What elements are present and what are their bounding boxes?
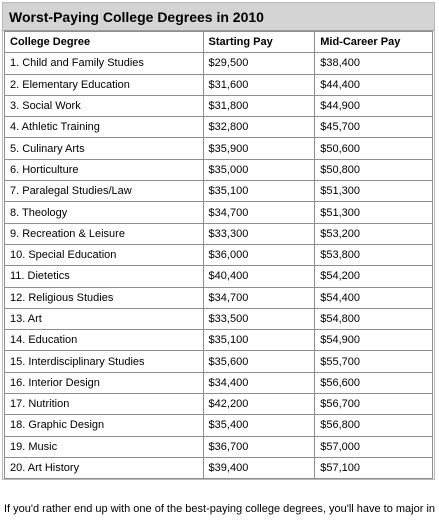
table-row: 17. Nutrition $42,200 $56,700 (4, 393, 433, 416)
degree-cell: 17. Nutrition (4, 393, 204, 416)
degree-cell: 7. Paralegal Studies/Law (4, 180, 204, 203)
table-row: 1. Child and Family Studies $29,500 $38,40… (4, 52, 433, 75)
table-row: 10. Special Education $36,000 $53,800 (4, 243, 433, 267)
mid-career-pay-cell: $45,700 (314, 116, 433, 139)
mid-career-pay-cell: $51,300 (314, 180, 433, 203)
mid-career-pay-cell: $44,400 (314, 73, 433, 96)
table-row: 4. Athletic Training $32,800 $45,700 (4, 116, 433, 139)
header-mid-career-pay: Mid-Career Pay (314, 30, 433, 54)
table-row: 14. Education $35,100 $54,900 (4, 329, 433, 352)
table-row: 13. Art $33,500 $54,800 (4, 307, 433, 331)
mid-career-pay-cell: $38,400 (314, 52, 433, 75)
starting-pay-cell: $34,400 (202, 371, 316, 395)
mid-career-pay-cell: $56,800 (314, 414, 433, 437)
table-body: 1. Child and Family Studies $29,500 $38,40… (4, 52, 433, 480)
degree-cell: 16. Interior Design (4, 371, 204, 395)
degree-cell: 1. Child and Family Studies (4, 52, 204, 75)
table-row: 3. Social Work $31,800 $44,900 (4, 94, 433, 118)
header-starting-pay: Starting Pay (202, 30, 316, 54)
starting-pay-cell: $33,500 (202, 307, 316, 331)
header-college-degree: College Degree (4, 30, 204, 54)
table-row: 2. Elementary Education $31,600 $44,400 (4, 73, 433, 96)
degree-cell: 18. Graphic Design (4, 414, 204, 437)
table-row: 12. Religious Studies $34,700 $54,400 (4, 286, 433, 309)
table-title: Worst-Paying College Degrees in 2010 (3, 3, 434, 31)
mid-career-pay-cell: $54,800 (314, 307, 433, 331)
mid-career-pay-cell: $54,200 (314, 265, 433, 288)
salary-table-panel: Worst-Paying College Degrees in 2010 Col… (2, 2, 435, 480)
mid-career-pay-cell: $53,800 (314, 243, 433, 267)
degree-cell: 2. Elementary Education (4, 73, 204, 96)
starting-pay-cell: $40,400 (202, 265, 316, 288)
table-row: 20. Art History $39,400 $57,100 (4, 456, 433, 480)
starting-pay-cell: $29,500 (202, 52, 316, 75)
table-row: 18. Graphic Design $35,400 $56,800 (4, 414, 433, 437)
table-row: 11. Dietetics $40,400 $54,200 (4, 265, 433, 288)
degree-cell: 19. Music (4, 435, 204, 458)
salary-table: College Degree Starting Pay Mid-Career P… (4, 30, 433, 480)
starting-pay-cell: $31,800 (202, 94, 316, 118)
starting-pay-cell: $35,600 (202, 350, 316, 373)
starting-pay-cell: $35,900 (202, 137, 316, 160)
degree-cell: 11. Dietetics (4, 265, 204, 288)
degree-cell: 3. Social Work (4, 94, 204, 118)
degree-cell: 5. Culinary Arts (4, 137, 204, 160)
table-header-row: College Degree Starting Pay Mid-Career P… (4, 30, 433, 54)
mid-career-pay-cell: $51,300 (314, 201, 433, 224)
table-row: 5. Culinary Arts $35,900 $50,600 (4, 137, 433, 160)
table-row: 9. Recreation & Leisure $33,300 $53,200 (4, 222, 433, 245)
starting-pay-cell: $35,100 (202, 329, 316, 352)
degree-cell: 14. Education (4, 329, 204, 352)
starting-pay-cell: $35,400 (202, 414, 316, 437)
table-row: 15. Interdisciplinary Studies $35,600 $55,… (4, 350, 433, 373)
starting-pay-cell: $32,800 (202, 116, 316, 139)
degree-cell: 10. Special Education (4, 243, 204, 267)
degree-cell: 13. Art (4, 307, 204, 331)
mid-career-pay-cell: $50,600 (314, 137, 433, 160)
degree-cell: 8. Theology (4, 201, 204, 224)
starting-pay-cell: $39,400 (202, 456, 316, 480)
starting-pay-cell: $36,000 (202, 243, 316, 267)
mid-career-pay-cell: $57,000 (314, 435, 433, 458)
degree-cell: 20. Art History (4, 456, 204, 480)
degree-cell: 9. Recreation & Leisure (4, 222, 204, 245)
mid-career-pay-cell: $54,400 (314, 286, 433, 309)
degree-cell: 12. Religious Studies (4, 286, 204, 309)
starting-pay-cell: $34,700 (202, 201, 316, 224)
mid-career-pay-cell: $50,800 (314, 158, 433, 182)
table-row: 8. Theology $34,700 $51,300 (4, 201, 433, 224)
mid-career-pay-cell: $55,700 (314, 350, 433, 373)
starting-pay-cell: $33,300 (202, 222, 316, 245)
mid-career-pay-cell: $56,700 (314, 393, 433, 416)
table-row: 7. Paralegal Studies/Law $35,100 $51,300 (4, 180, 433, 203)
starting-pay-cell: $36,700 (202, 435, 316, 458)
degree-cell: 4. Athletic Training (4, 116, 204, 139)
starting-pay-cell: $35,100 (202, 180, 316, 203)
table-row: 19. Music $36,700 $57,000 (4, 435, 433, 458)
starting-pay-cell: $42,200 (202, 393, 316, 416)
mid-career-pay-cell: $54,900 (314, 329, 433, 352)
starting-pay-cell: $35,000 (202, 158, 316, 182)
mid-career-pay-cell: $57,100 (314, 456, 433, 480)
starting-pay-cell: $34,700 (202, 286, 316, 309)
degree-cell: 6. Horticulture (4, 158, 204, 182)
table-row: 6. Horticulture $35,000 $50,800 (4, 158, 433, 182)
starting-pay-cell: $31,600 (202, 73, 316, 96)
mid-career-pay-cell: $53,200 (314, 222, 433, 245)
degree-cell: 15. Interdisciplinary Studies (4, 350, 204, 373)
mid-career-pay-cell: $56,600 (314, 371, 433, 395)
table-row: 16. Interior Design $34,400 $56,600 (4, 371, 433, 395)
article-body-text: If you'd rather end up with one of the b… (4, 503, 436, 515)
mid-career-pay-cell: $44,900 (314, 94, 433, 118)
